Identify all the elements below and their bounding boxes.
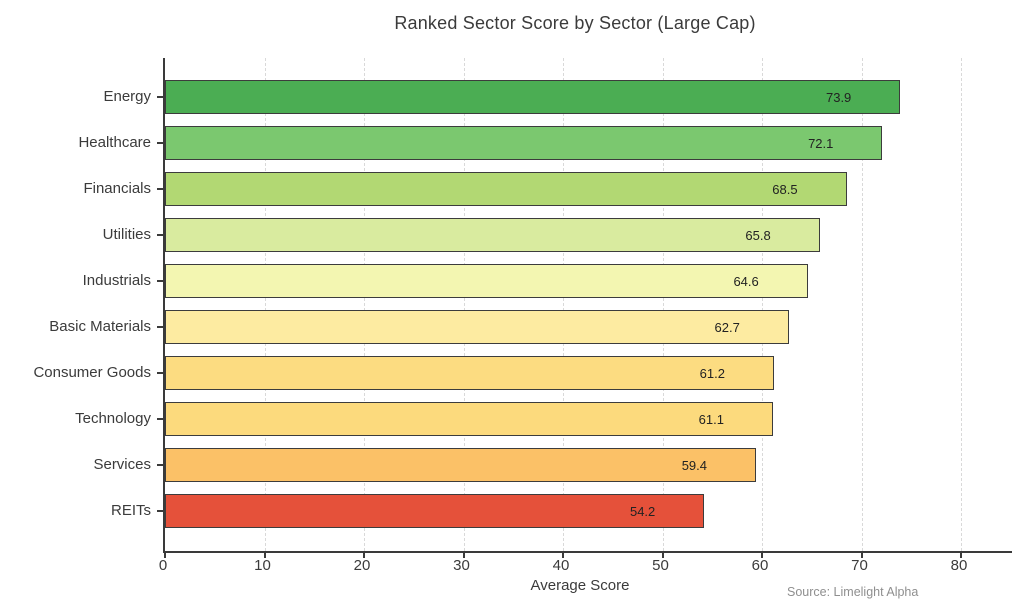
y-tick-label: REITs [110, 502, 151, 519]
bar: 62.7 [165, 310, 789, 344]
bar-value-label: 72.1 [808, 135, 834, 151]
x-tick-label: 30 [453, 557, 470, 574]
gridline [364, 58, 365, 551]
y-tick-mark [157, 96, 163, 98]
bar: 65.8 [165, 218, 820, 252]
x-tick-mark [761, 551, 763, 558]
y-tick-mark [157, 142, 163, 144]
x-tick-label: 40 [552, 557, 570, 574]
y-tick-label: Healthcare [78, 134, 151, 151]
x-tick-mark [263, 551, 266, 558]
source-note: Source: Limelight Alpha [787, 585, 919, 599]
gridline [662, 58, 664, 551]
y-tick-label: Energy [103, 88, 151, 105]
gridline [762, 58, 763, 551]
y-tick-label: Basic Materials [49, 318, 151, 335]
bar-value-label: 64.6 [733, 273, 759, 289]
gridline [264, 58, 266, 551]
bar: 68.5 [165, 172, 847, 206]
x-tick-mark [860, 551, 863, 558]
y-tick-mark [157, 188, 163, 190]
bar-value-label: 61.2 [699, 365, 725, 381]
bar: 73.9 [165, 80, 901, 114]
y-tick-mark [157, 372, 163, 374]
x-tick-mark [661, 551, 664, 558]
y-tick-label: Consumer Goods [33, 364, 151, 381]
gridline [861, 58, 863, 551]
bar: 61.2 [165, 356, 774, 390]
bar-value-label: 68.5 [772, 181, 798, 197]
x-tick-label: 20 [353, 557, 371, 574]
x-tick-label: 60 [751, 557, 769, 574]
x-tick-label: 10 [254, 557, 271, 574]
x-tick-mark [164, 551, 166, 558]
bar: 72.1 [165, 126, 883, 160]
gridline [563, 58, 564, 551]
x-tick-mark [562, 551, 564, 558]
bar-value-label: 65.8 [745, 227, 771, 243]
y-tick-mark [157, 280, 163, 282]
y-tick-mark [157, 510, 163, 512]
y-tick-label: Industrials [82, 272, 151, 289]
y-tick-label: Financials [83, 180, 151, 197]
y-tick-label: Services [93, 456, 151, 473]
y-tick-mark [157, 418, 163, 420]
bar: 59.4 [165, 448, 757, 482]
bar-value-label: 61.1 [698, 411, 724, 427]
x-tick-label: 80 [950, 557, 968, 574]
bar-value-label: 73.9 [825, 89, 852, 105]
x-tick-label: 0 [158, 557, 168, 574]
bar-value-label: 62.7 [714, 319, 740, 335]
x-tick-label: 70 [851, 557, 868, 574]
bar: 61.1 [165, 402, 773, 436]
bar-value-label: 59.4 [681, 457, 708, 473]
x-tick-label: 50 [652, 557, 669, 574]
y-tick-label: Utilities [102, 226, 151, 243]
bar: 54.2 [165, 494, 705, 528]
plot-area: 73.9 72.1 68.5 65.8 64.6 62.7 61.2 61.1 59.4 54.2 [157, 58, 1012, 558]
gridline [961, 58, 962, 551]
y-tick-label: Technology [75, 410, 151, 427]
x-tick-mark [363, 551, 365, 558]
bar-value-label: 54.2 [629, 503, 656, 519]
chart-title: Ranked Sector Score by Sector (Large Cap… [394, 13, 756, 33]
gridline [463, 58, 465, 551]
y-tick-mark [157, 234, 163, 236]
y-tick-mark [157, 464, 163, 466]
y-tick-mark [157, 326, 163, 328]
x-axis-label: Average Score [530, 577, 630, 594]
x-tick-mark [960, 551, 962, 558]
x-tick-mark [462, 551, 465, 558]
bar: 64.6 [165, 264, 808, 298]
